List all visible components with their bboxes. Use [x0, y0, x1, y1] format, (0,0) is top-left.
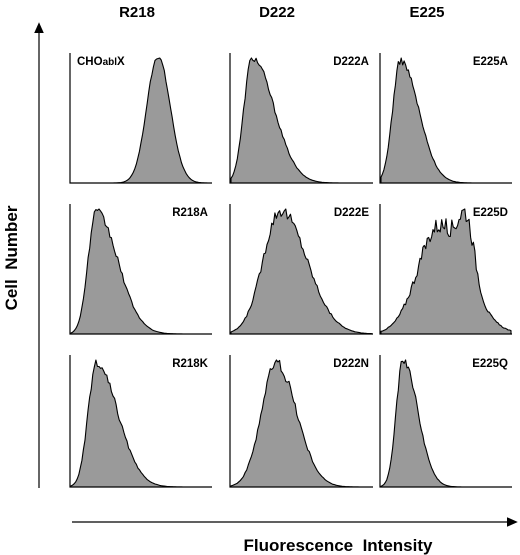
histogram-panel: D222N: [229, 355, 373, 488]
panel-axes: [69, 53, 212, 184]
panel-axes: [379, 204, 512, 335]
panel-label: CHOablX: [77, 56, 125, 68]
panel-label: D222E: [334, 207, 369, 219]
panel-axes: [379, 53, 512, 184]
panel-axes: [229, 355, 373, 488]
panel-label: D222A: [333, 56, 369, 68]
panel-axes: [229, 204, 373, 335]
histogram-panel: D222A: [229, 53, 373, 184]
histogram-area: [70, 359, 212, 488]
histogram-area: [70, 57, 212, 184]
column-header-r218: R218: [119, 4, 155, 21]
panel-axes: [379, 355, 512, 488]
histogram-panel: CHOablX: [69, 53, 212, 184]
column-header-e225: E225: [409, 4, 444, 21]
histogram-area: [230, 57, 373, 184]
panel-label: R218A: [172, 207, 208, 219]
histogram-area: [380, 57, 512, 184]
histogram-area: [380, 208, 512, 335]
histogram-area: [230, 208, 373, 335]
histogram-area: [70, 208, 212, 335]
panel-label: D222N: [333, 358, 369, 370]
histogram-area: [230, 359, 373, 488]
histogram-panel: E225D: [379, 204, 512, 335]
histogram-panel: E225A: [379, 53, 512, 184]
panel-axes: [69, 204, 212, 335]
panel-label: R218K: [172, 358, 208, 370]
panel-axes: [229, 53, 373, 184]
histogram-panel: R218A: [69, 204, 212, 335]
histogram-panels: CHOablX D222A E225A R218A D222E E225D R218K D22…: [69, 53, 512, 488]
histogram-panel: E225Q: [379, 355, 512, 488]
panel-label: E225D: [473, 207, 508, 219]
panel-axes: [69, 355, 212, 488]
histogram-area: [380, 359, 512, 488]
column-header-d222: D222: [259, 4, 295, 21]
y-axis-title: Cell Number: [2, 205, 21, 310]
panel-label: E225Q: [472, 358, 508, 370]
histogram-panel: R218K: [69, 355, 212, 488]
panel-label: E225A: [473, 56, 508, 68]
histogram-panel: D222E: [229, 204, 373, 335]
x-axis-title: Fluorescence Intensity: [244, 536, 433, 555]
